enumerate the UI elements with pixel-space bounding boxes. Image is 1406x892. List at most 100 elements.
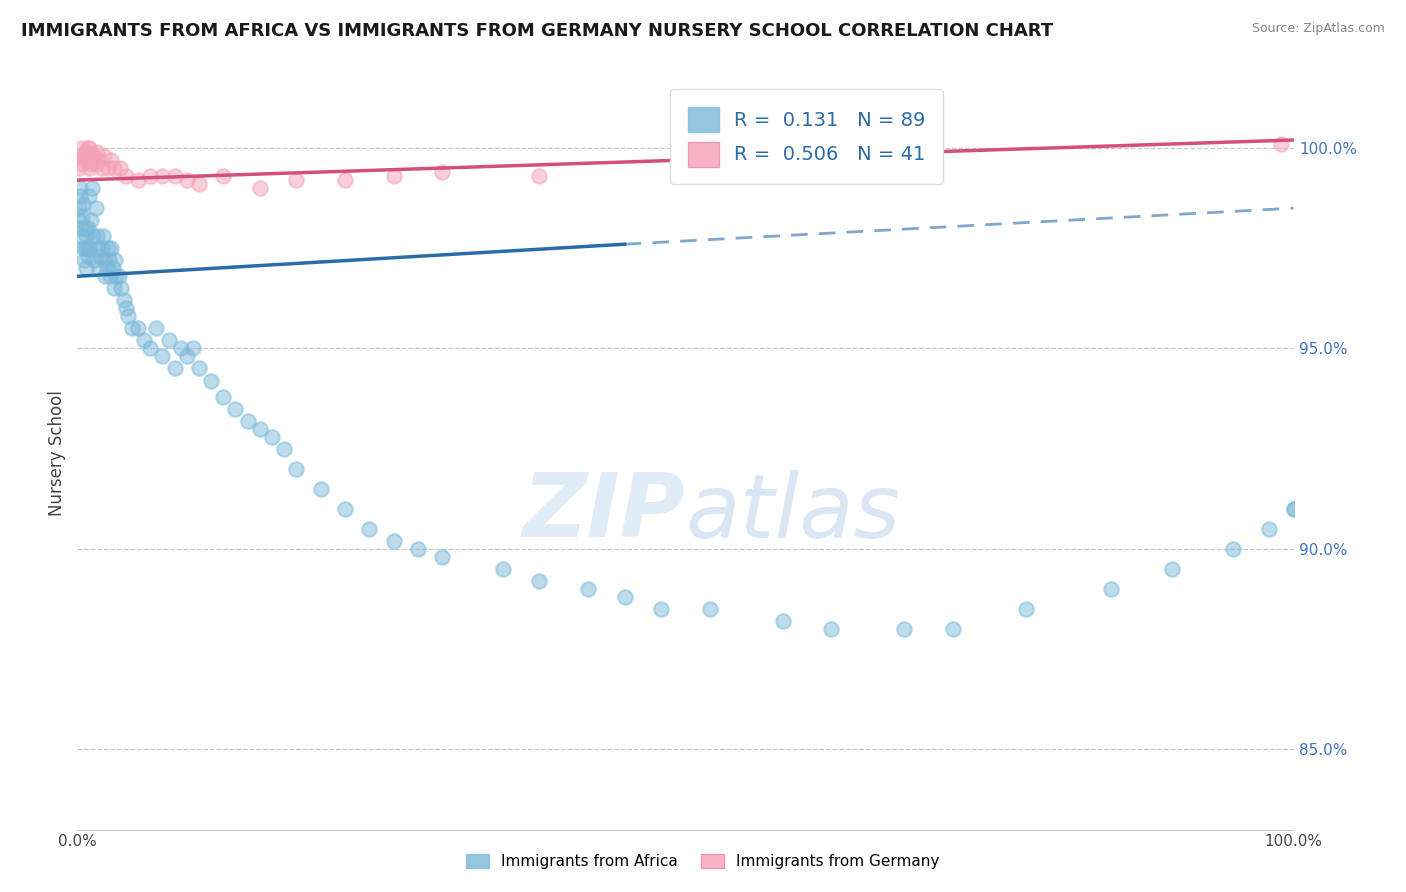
Point [650, 602, 672, 616]
Point [163, 361, 186, 376]
Point [212, 169, 235, 183]
Point [492, 562, 515, 576]
Point [67, 161, 90, 175]
Point [170, 342, 193, 356]
Point [110, 281, 132, 295]
Point [89, 261, 111, 276]
Point [67, 201, 90, 215]
Legend: R =  0.131   N = 89, R =  0.506   N = 41: R = 0.131 N = 89, R = 0.506 N = 41 [671, 89, 943, 184]
Point [942, 622, 965, 636]
Point [82, 153, 104, 167]
Point [212, 390, 235, 404]
Point [75, 229, 97, 244]
Point [83, 149, 105, 163]
Point [529, 169, 551, 183]
Point [893, 161, 915, 175]
Point [96, 261, 118, 276]
Point [83, 253, 105, 268]
Point [80, 181, 103, 195]
Point [285, 173, 308, 187]
Point [73, 253, 96, 268]
Point [285, 461, 308, 475]
Point [108, 161, 131, 175]
Point [101, 261, 124, 276]
Y-axis label: Nursery School: Nursery School [48, 390, 66, 516]
Point [309, 482, 332, 496]
Point [80, 149, 103, 163]
Point [70, 141, 93, 155]
Point [91, 229, 114, 244]
Point [1015, 602, 1038, 616]
Point [75, 241, 97, 255]
Point [176, 350, 198, 364]
Point [820, 622, 842, 636]
Point [86, 145, 108, 159]
Point [103, 281, 125, 295]
Point [75, 261, 97, 276]
Point [224, 401, 246, 416]
Point [93, 253, 115, 268]
Point [93, 149, 115, 163]
Point [70, 209, 93, 223]
Point [76, 241, 98, 255]
Point [84, 157, 107, 171]
Point [89, 249, 111, 263]
Point [236, 414, 259, 428]
Point [97, 241, 120, 255]
Point [115, 169, 138, 183]
Point [72, 149, 94, 163]
Point [333, 173, 356, 187]
Point [90, 241, 112, 255]
Point [69, 189, 91, 203]
Point [73, 221, 96, 235]
Point [86, 229, 108, 244]
Point [107, 269, 129, 284]
Point [139, 342, 162, 356]
Point [675, 161, 697, 175]
Point [430, 549, 453, 564]
Point [97, 161, 120, 175]
Point [80, 157, 103, 171]
Point [200, 374, 222, 388]
Point [79, 241, 101, 255]
Point [127, 173, 149, 187]
Point [79, 161, 101, 175]
Point [359, 522, 381, 536]
Point [152, 350, 174, 364]
Point [529, 574, 551, 588]
Point [152, 169, 174, 183]
Point [145, 321, 167, 335]
Point [139, 169, 162, 183]
Point [382, 169, 405, 183]
Point [576, 582, 599, 596]
Point [82, 229, 104, 244]
Point [77, 141, 100, 155]
Text: atlas: atlas [686, 470, 900, 556]
Point [112, 293, 135, 308]
Point [103, 161, 125, 175]
Point [73, 153, 96, 167]
Point [72, 197, 94, 211]
Point [89, 153, 111, 167]
Point [97, 253, 120, 268]
Point [76, 149, 98, 163]
Point [1258, 522, 1281, 536]
Point [1282, 501, 1305, 516]
Point [157, 334, 180, 348]
Point [1282, 501, 1305, 516]
Point [70, 229, 93, 244]
Point [1161, 562, 1184, 576]
Point [94, 269, 117, 284]
Point [406, 541, 429, 556]
Point [1222, 541, 1244, 556]
Point [100, 153, 122, 167]
Point [273, 442, 295, 456]
Point [121, 321, 143, 335]
Point [104, 253, 127, 268]
Point [382, 533, 405, 548]
Point [76, 221, 98, 235]
Text: IMMIGRANTS FROM AFRICA VS IMMIGRANTS FROM GERMANY NURSERY SCHOOL CORRELATION CHA: IMMIGRANTS FROM AFRICA VS IMMIGRANTS FRO… [21, 22, 1053, 40]
Point [127, 321, 149, 335]
Point [75, 145, 97, 159]
Point [70, 221, 93, 235]
